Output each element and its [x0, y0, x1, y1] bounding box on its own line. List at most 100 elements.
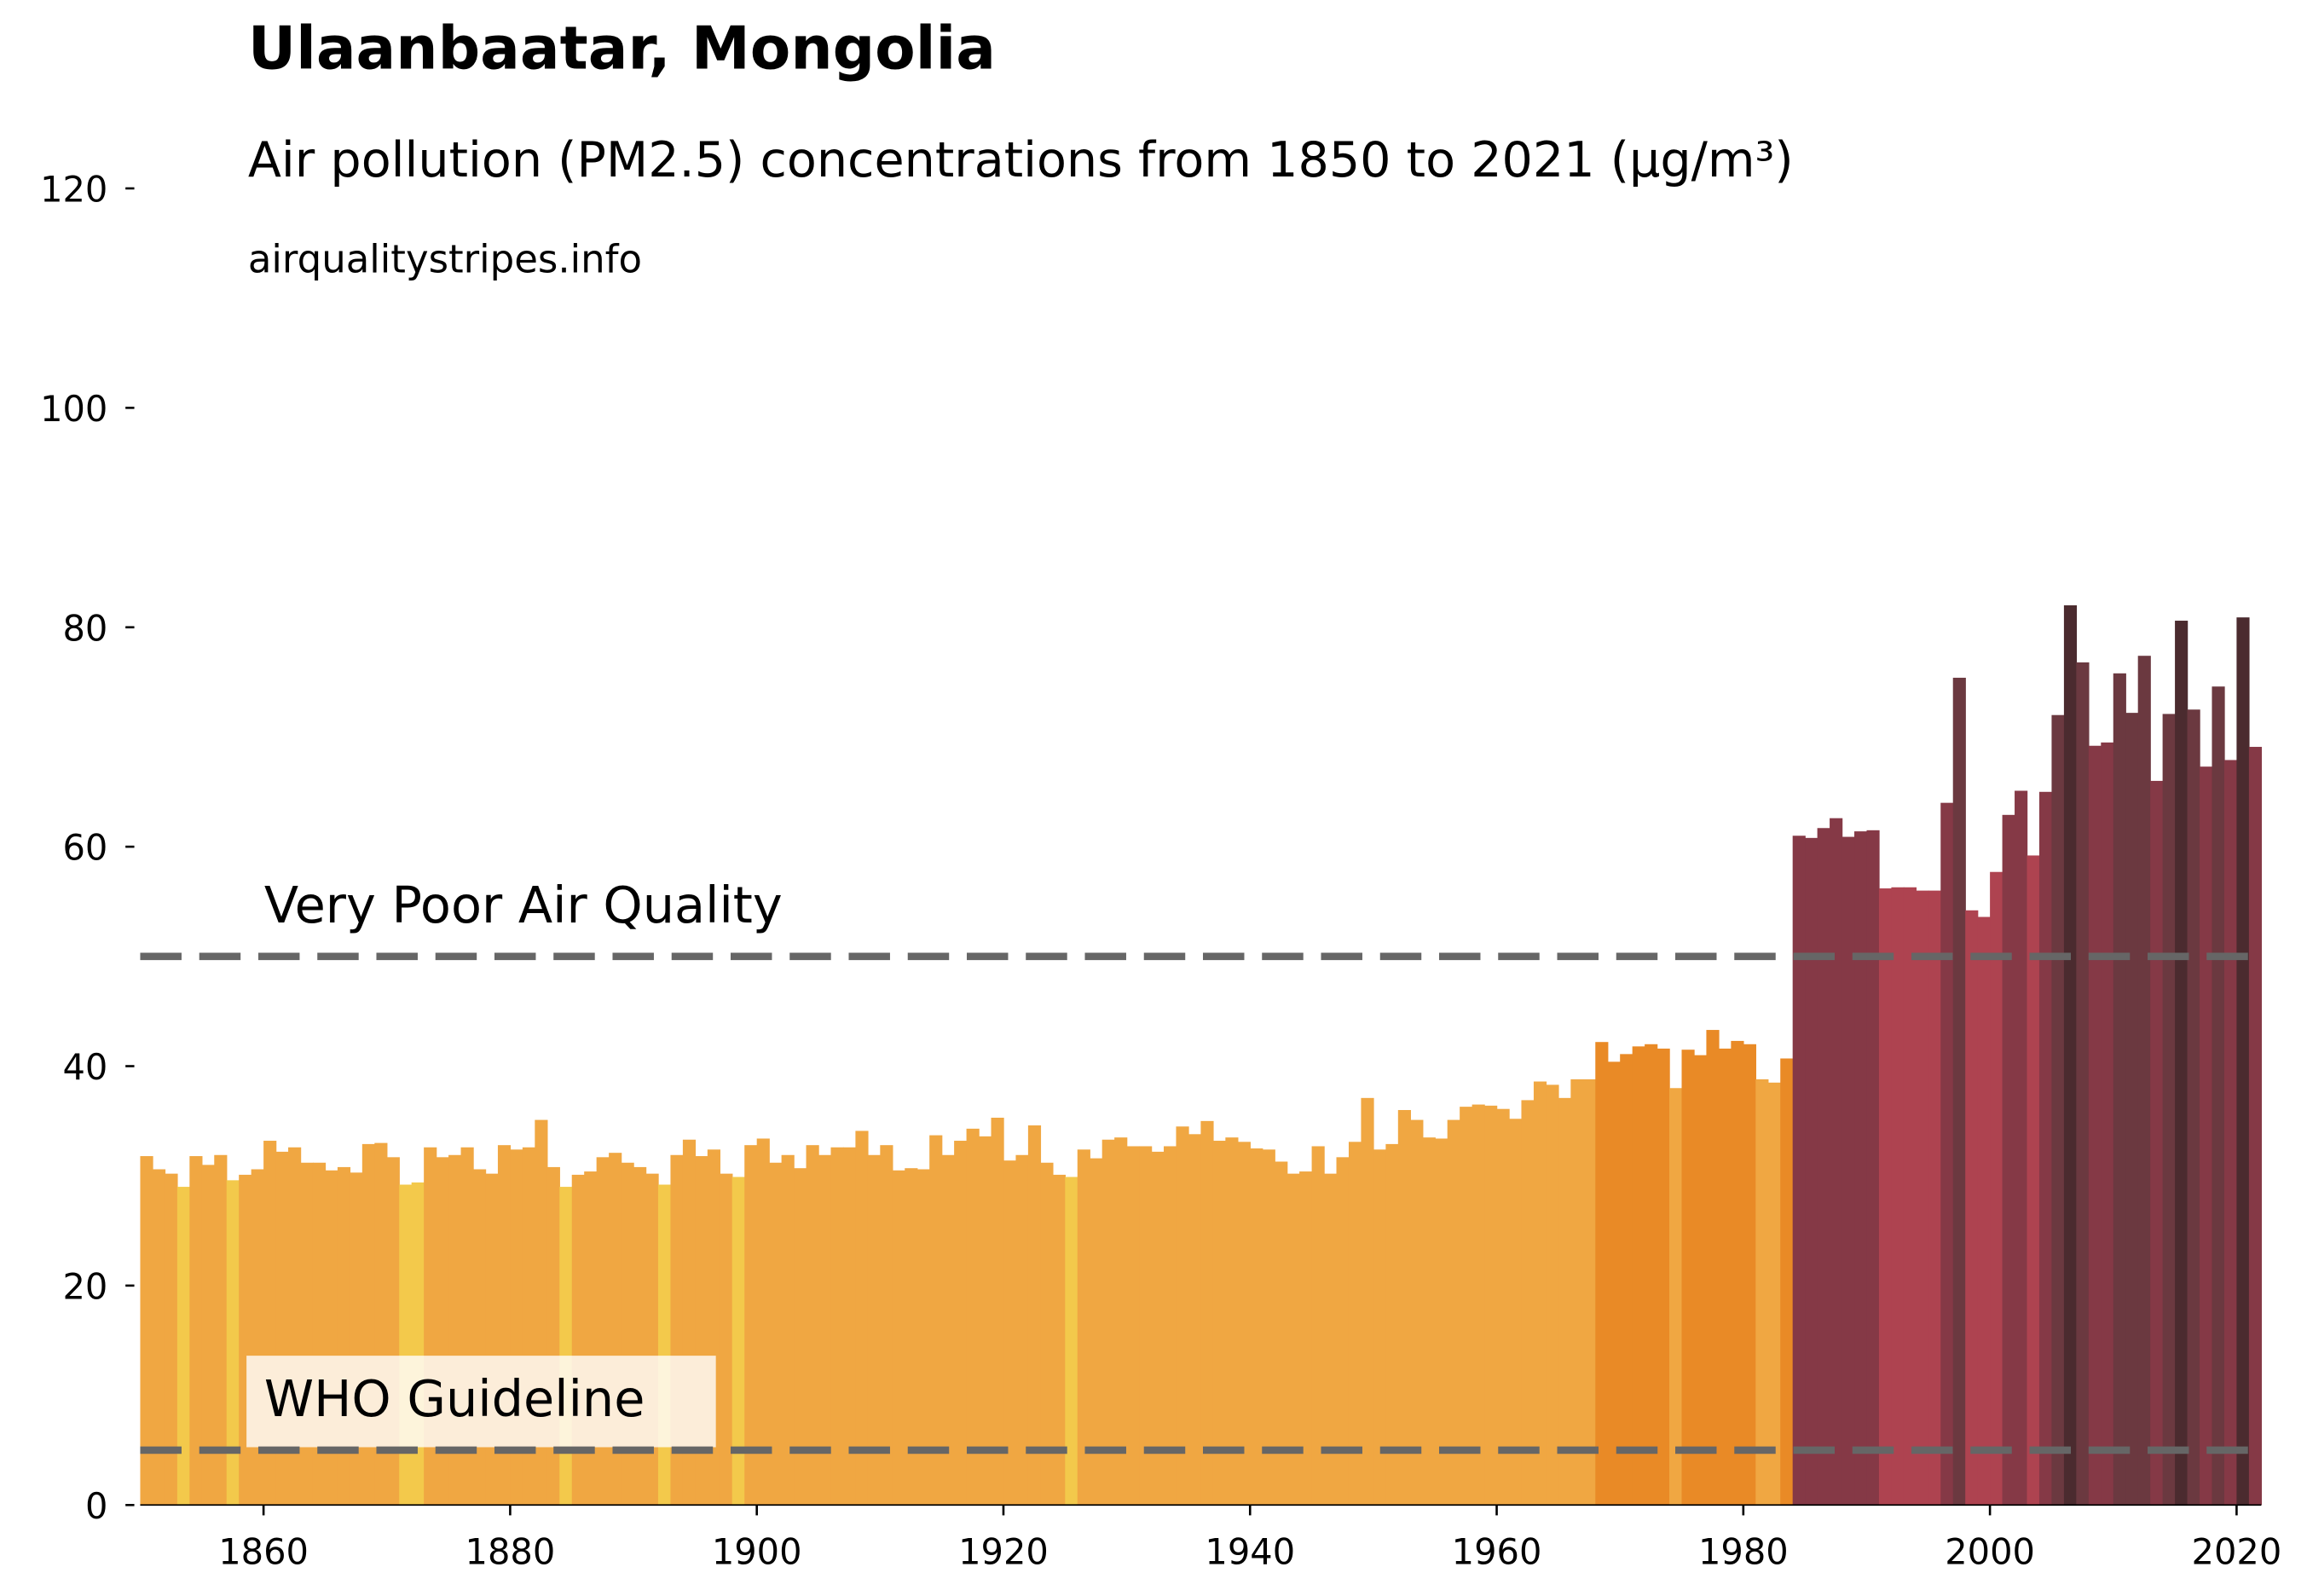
- bar: [1275, 1161, 1288, 1506]
- bar: [596, 1157, 610, 1506]
- bar: [1324, 1173, 1338, 1506]
- bar: [2113, 673, 2126, 1506]
- bar: [1928, 890, 1941, 1506]
- bar: [1570, 1078, 1584, 1506]
- bar: [2212, 686, 2225, 1506]
- bar: [720, 1173, 733, 1506]
- bar: [1977, 917, 1991, 1506]
- bar: [781, 1154, 795, 1506]
- bar: [916, 1169, 930, 1506]
- bar: [1755, 1078, 1769, 1506]
- bar: [1743, 1044, 1756, 1506]
- x-tick-label: 1940: [1205, 1531, 1295, 1573]
- bar: [2175, 621, 2188, 1506]
- axes: 0 20 40 60 80 100 120 1860 1880 1900 1920 1940 1960 1…: [40, 169, 2281, 1573]
- bar: [1336, 1157, 1350, 1506]
- bar: [1472, 1104, 1485, 1506]
- y-tick-label: 60: [63, 827, 108, 869]
- bar: [1731, 1040, 1744, 1506]
- bar: [1718, 1048, 1732, 1506]
- x-tick-label: 2000: [1945, 1531, 2035, 1573]
- bar: [1237, 1142, 1251, 1506]
- bar: [535, 1119, 548, 1506]
- bar: [201, 1165, 215, 1506]
- bar: [1952, 677, 1966, 1506]
- bar: [966, 1128, 980, 1506]
- bar: [1348, 1142, 1362, 1506]
- bar: [1558, 1097, 1572, 1506]
- bar: [1225, 1137, 1239, 1506]
- bar: [1916, 890, 1929, 1506]
- bar: [1496, 1108, 1510, 1506]
- bar: [1176, 1126, 1189, 1506]
- bar: [1792, 836, 1806, 1506]
- bar: [1842, 836, 1855, 1506]
- bar: [1311, 1146, 1325, 1506]
- bar: [818, 1154, 832, 1506]
- bar: [1805, 837, 1818, 1506]
- bar: [1854, 831, 1868, 1506]
- bar: [645, 1173, 659, 1506]
- bar: [152, 1169, 166, 1506]
- bar: [1003, 1160, 1017, 1506]
- bar: [1595, 1042, 1609, 1506]
- bar: [584, 1171, 598, 1506]
- bar: [905, 1168, 918, 1506]
- bar: [1101, 1139, 1115, 1506]
- reference-label-box: [246, 862, 716, 954]
- bar: [1706, 1030, 1720, 1506]
- bar: [1262, 1149, 1275, 1506]
- bar: [794, 1168, 807, 1506]
- bar: [1422, 1137, 1436, 1506]
- bar: [1126, 1146, 1140, 1506]
- bar: [189, 1156, 203, 1506]
- chart-source: airqualitystripes.info: [248, 237, 642, 282]
- bar: [1940, 802, 1954, 1506]
- bar: [1830, 818, 1843, 1506]
- bar: [756, 1138, 770, 1506]
- bar: [1151, 1151, 1165, 1506]
- bar: [2015, 790, 2028, 1506]
- bar: [1533, 1081, 1547, 1506]
- bar: [1040, 1162, 1054, 1506]
- x-tick-label: 1880: [465, 1531, 556, 1573]
- bar: [1546, 1084, 1559, 1506]
- bar: [2002, 814, 2015, 1506]
- bar: [1015, 1154, 1029, 1506]
- bar: [1397, 1109, 1411, 1506]
- bar: [546, 1166, 560, 1506]
- bar: [176, 1187, 191, 1506]
- bar: [1669, 1088, 1683, 1506]
- bar: [2101, 742, 2114, 1506]
- bar: [2038, 791, 2053, 1506]
- bar: [1990, 871, 2003, 1506]
- bar: [657, 1184, 672, 1506]
- bar: [1250, 1148, 1263, 1506]
- bar: [1065, 1177, 1078, 1506]
- bar: [1878, 888, 1893, 1506]
- bar: [867, 1154, 882, 1506]
- bar: [1632, 1046, 1645, 1506]
- bar: [806, 1145, 819, 1506]
- bar: [1027, 1125, 1042, 1506]
- bar: [411, 1182, 425, 1506]
- x-tick-label: 1900: [712, 1531, 802, 1573]
- bar: [1891, 887, 1905, 1506]
- bar: [1693, 1055, 1708, 1506]
- bar: [744, 1145, 758, 1506]
- bar: [2236, 617, 2250, 1506]
- bar: [1052, 1174, 1066, 1506]
- bar: [1780, 1058, 1794, 1506]
- x-tick-label: 1920: [958, 1531, 1049, 1573]
- y-tick-label: 40: [63, 1046, 108, 1088]
- bar: [1139, 1146, 1153, 1506]
- bar: [1681, 1050, 1695, 1506]
- bar: [1509, 1119, 1523, 1506]
- bar: [251, 1169, 264, 1506]
- reference-label-box: [246, 1356, 716, 1448]
- bar: [239, 1174, 252, 1506]
- bar: [731, 1177, 745, 1506]
- bar: [1817, 828, 1830, 1506]
